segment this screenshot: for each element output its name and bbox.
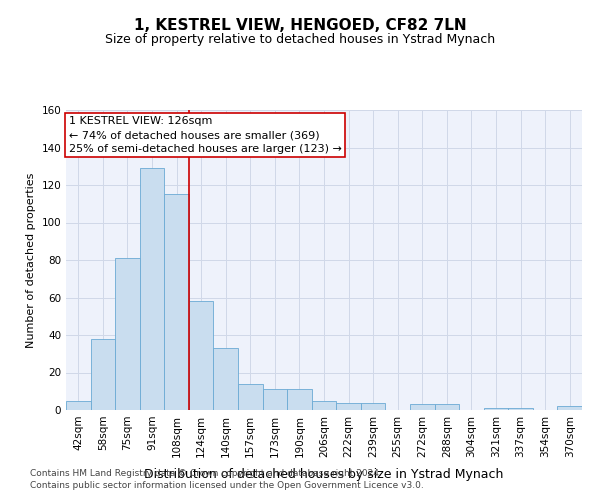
Bar [189, 301, 214, 410]
Bar [66, 400, 91, 410]
Bar [263, 390, 287, 410]
Bar [410, 404, 434, 410]
Bar [434, 404, 459, 410]
Bar [361, 402, 385, 410]
Bar [508, 408, 533, 410]
Text: 1 KESTREL VIEW: 126sqm
← 74% of detached houses are smaller (369)
25% of semi-de: 1 KESTREL VIEW: 126sqm ← 74% of detached… [68, 116, 341, 154]
Bar [557, 406, 582, 410]
Bar [91, 339, 115, 410]
Bar [164, 194, 189, 410]
Text: Contains public sector information licensed under the Open Government Licence v3: Contains public sector information licen… [30, 481, 424, 490]
Bar [214, 348, 238, 410]
Text: 1, KESTREL VIEW, HENGOED, CF82 7LN: 1, KESTREL VIEW, HENGOED, CF82 7LN [134, 18, 466, 32]
Text: Contains HM Land Registry data © Crown copyright and database right 2024.: Contains HM Land Registry data © Crown c… [30, 468, 382, 477]
Bar [115, 258, 140, 410]
Text: Size of property relative to detached houses in Ystrad Mynach: Size of property relative to detached ho… [105, 32, 495, 46]
Bar [312, 400, 336, 410]
Bar [484, 408, 508, 410]
Bar [287, 390, 312, 410]
Bar [238, 384, 263, 410]
Y-axis label: Number of detached properties: Number of detached properties [26, 172, 36, 348]
Bar [336, 402, 361, 410]
Bar [140, 168, 164, 410]
X-axis label: Distribution of detached houses by size in Ystrad Mynach: Distribution of detached houses by size … [145, 468, 503, 481]
